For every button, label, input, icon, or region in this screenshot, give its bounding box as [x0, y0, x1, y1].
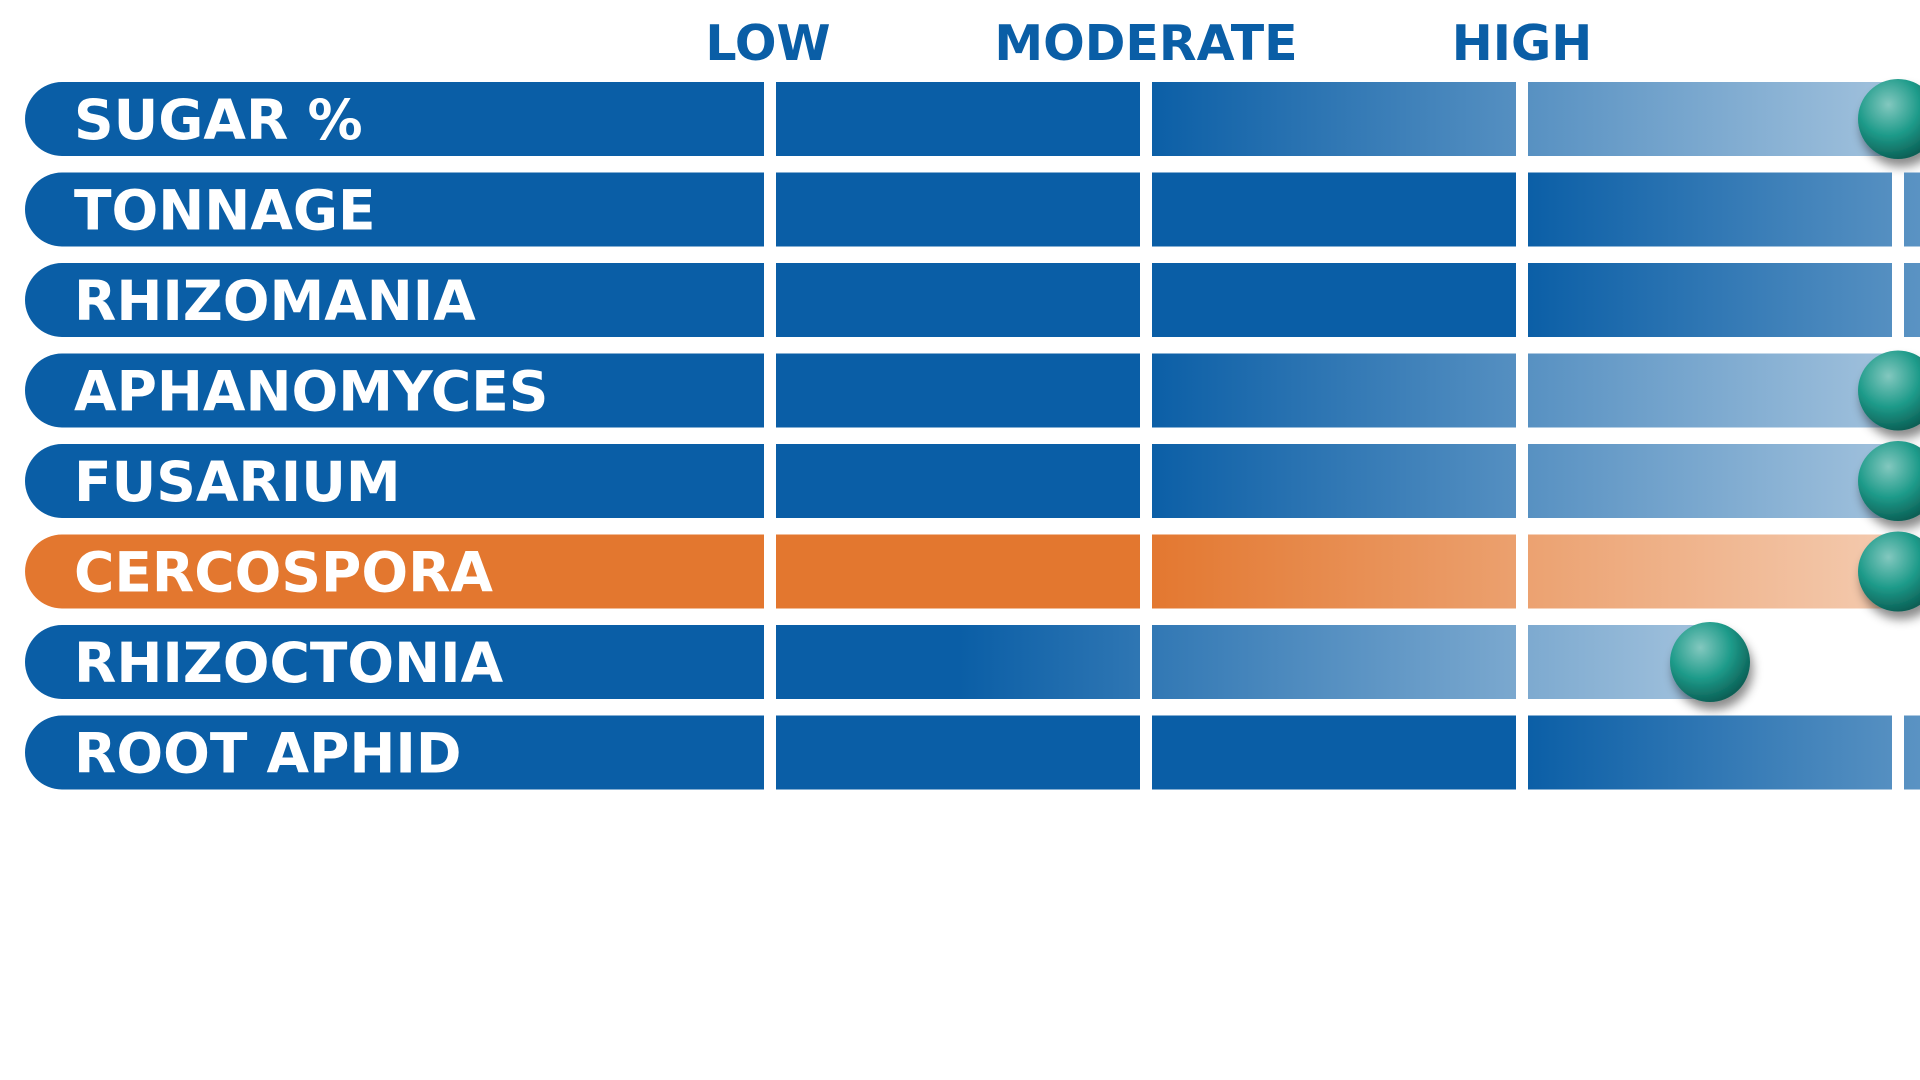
row-label: RHIZOMANIA: [74, 269, 476, 333]
bar-segment: [776, 82, 1140, 156]
row-label-segment: [25, 715, 765, 790]
bar-segment: [776, 715, 1140, 790]
bar-segment: [1528, 534, 1898, 609]
level-label-high: HIGH: [1452, 15, 1592, 72]
row-cercospora: CERCOSPORA: [25, 531, 1920, 612]
bar-segment: [1528, 353, 1898, 428]
row-fusarium: FUSARIUM: [25, 441, 1920, 521]
row-rhizoctonia: RHIZOCTONIA: [25, 622, 1750, 702]
bar-segment: [1152, 444, 1516, 518]
row-label: ROOT APHID: [74, 722, 462, 786]
level-label-low: LOW: [705, 15, 830, 72]
row-label-segment: [25, 82, 765, 156]
bars: SUGAR % TONNAGE RHIZOMANIA APHANOMYCES FUSAR…: [25, 79, 1920, 790]
bar-segment: [1152, 715, 1516, 790]
row-label-segment: [25, 625, 764, 699]
level-label-moderate: MODERATE: [994, 15, 1297, 72]
bar-segment: [1904, 715, 1920, 790]
bar-segment: [776, 172, 1140, 247]
bar-segment: [1904, 263, 1920, 337]
bar-segment: [776, 534, 1140, 609]
row-label-segment: [25, 444, 764, 518]
row-label: CERCOSPORA: [74, 541, 493, 605]
rating-marker: [1858, 441, 1920, 521]
row-label: RHIZOCTONIA: [74, 631, 504, 695]
row-rhizomania: RHIZOMANIA: [25, 263, 1920, 337]
row-label-segment: [25, 263, 764, 337]
bar-segment: [776, 353, 1140, 428]
bar-segment: [1152, 263, 1516, 337]
row-label: TONNAGE: [74, 179, 376, 243]
rating-marker: [1858, 79, 1920, 159]
rating-marker: [1858, 531, 1920, 612]
row-label: APHANOMYCES: [74, 360, 548, 424]
rating-marker: [1670, 622, 1750, 702]
bar-segment: [1152, 172, 1516, 247]
row-label-segment: [25, 534, 765, 609]
row-aphanomyces: APHANOMYCES: [25, 350, 1920, 431]
bar-segment: [1152, 534, 1516, 609]
bar-segment: [1528, 82, 1898, 156]
row-label: FUSARIUM: [74, 450, 401, 514]
rating-marker: [1858, 350, 1920, 431]
bar-segment: [1528, 444, 1898, 518]
bar-segment: [1528, 715, 1892, 790]
bar-segment: [1528, 172, 1892, 247]
level-labels: LOW MODERATE HIGH: [705, 15, 1592, 72]
bar-segment: [776, 263, 1140, 337]
bar-segment: [1152, 625, 1516, 699]
bar-segment: [776, 444, 1140, 518]
bar-segment: [776, 625, 1140, 699]
row-root-aphid: ROOT APHID: [25, 715, 1920, 790]
row-tonnage: TONNAGE: [25, 172, 1920, 247]
bar-segment: [1152, 82, 1516, 156]
bar-segment: [1528, 263, 1892, 337]
row-label-segment: [25, 172, 765, 247]
row-label: SUGAR %: [74, 88, 363, 152]
row-sugar: SUGAR %: [25, 79, 1920, 159]
row-label-segment: [25, 353, 765, 428]
bar-segment: [1904, 172, 1920, 247]
bar-segment: [1152, 353, 1516, 428]
